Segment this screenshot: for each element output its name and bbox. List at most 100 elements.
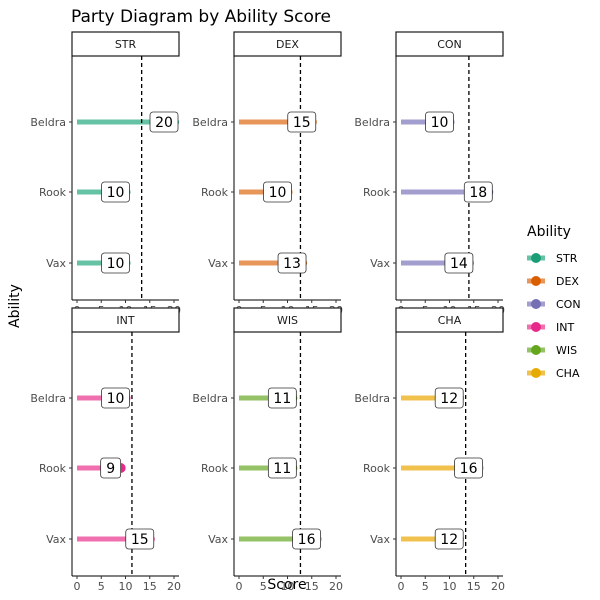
data-label-box xyxy=(444,252,474,274)
x-tick-label: 5 xyxy=(98,580,105,593)
facet-strip xyxy=(71,307,180,333)
facet-strip xyxy=(395,307,504,333)
x-tick-label: 20 xyxy=(491,580,505,593)
data-label: 15 xyxy=(131,532,149,548)
y-tick-label: Vax xyxy=(208,533,228,546)
data-label-box xyxy=(434,387,464,409)
y-tick-label: Vax xyxy=(46,257,66,270)
legend-entry-int: INT xyxy=(527,321,574,334)
data-label: 16 xyxy=(460,461,478,477)
y-tick-label: Vax xyxy=(370,257,390,270)
data-label-box xyxy=(454,457,483,479)
legend-swatch-point xyxy=(531,345,541,355)
y-tick-label: Beldra xyxy=(354,116,390,129)
legend: Ability STR DEX CON INT WIS CHA xyxy=(527,224,581,380)
x-tick-label: 15 xyxy=(305,580,319,593)
facet-strip xyxy=(71,31,180,57)
data-label: 12 xyxy=(440,532,458,548)
y-tick-label: Vax xyxy=(46,533,66,546)
data-label: 10 xyxy=(431,115,449,131)
data-label: 10 xyxy=(107,391,125,407)
x-tick-label: 0 xyxy=(236,580,243,593)
legend-label: CHA xyxy=(556,367,580,380)
data-label-box xyxy=(100,457,122,479)
facet-strip-label: DEX xyxy=(276,38,299,51)
facet-strip-label: CHA xyxy=(438,314,462,327)
legend-label: INT xyxy=(556,321,574,334)
facet-panels: STR Beldra Rook Vax 0 5 10 15 20 20 10 10 DEX Beldra R… xyxy=(30,31,505,593)
legend-entry-con: CON xyxy=(527,298,581,311)
y-tick-label: Beldra xyxy=(354,392,390,405)
legend-swatch-point xyxy=(531,322,541,332)
data-label-box xyxy=(277,252,307,274)
data-label: 9 xyxy=(106,461,115,477)
data-label-box xyxy=(434,528,464,550)
x-tick-label: 10 xyxy=(281,580,295,593)
y-tick-label: Vax xyxy=(208,257,228,270)
x-tick-label: 5 xyxy=(422,580,429,593)
x-tick-label: 20 xyxy=(329,580,343,593)
facet-str: STRBeldraRookVax05101520201010 xyxy=(30,31,181,317)
facet-strip-label: CON xyxy=(437,38,462,51)
facet-dex: DEXBeldraRookVax05101520151013 xyxy=(192,31,343,317)
data-label: 11 xyxy=(273,461,291,477)
legend-label: DEX xyxy=(556,275,579,288)
facet-strip xyxy=(233,31,342,57)
facet-con: CONBeldraRookVax05101520101814 xyxy=(354,31,505,317)
data-label-box xyxy=(292,528,321,550)
facet-strip xyxy=(395,31,504,57)
data-label: 11 xyxy=(273,391,291,407)
data-label-box xyxy=(101,252,130,274)
legend-swatch-point xyxy=(531,276,541,286)
facet-int: INT Beldra Rook Vax 0 5 10 15 20 10 9 15 xyxy=(30,307,181,593)
data-label: 18 xyxy=(469,185,487,201)
y-tick-label: Rook xyxy=(39,462,67,475)
y-tick-label: Beldra xyxy=(30,116,66,129)
data-label-box xyxy=(263,181,292,203)
legend-title: Ability xyxy=(527,224,571,240)
data-label: 15 xyxy=(293,115,311,131)
legend-label: WIS xyxy=(556,344,577,357)
x-tick-label: 0 xyxy=(74,580,81,593)
data-label-box xyxy=(101,387,130,409)
legend-entry-wis: WIS xyxy=(527,344,577,357)
facet-strip-label: WIS xyxy=(277,314,298,327)
facet-cha: CHA Beldra Rook Vax 0 5 10 15 20 12 16 12 xyxy=(354,307,505,593)
x-tick-label: 10 xyxy=(443,580,457,593)
x-tick-label: 15 xyxy=(467,580,481,593)
x-tick-label: 0 xyxy=(398,580,405,593)
x-tick-label: 20 xyxy=(167,580,181,593)
data-label: 14 xyxy=(450,256,468,272)
legend-entry-dex: DEX xyxy=(527,275,579,288)
legend-entry-str: STR xyxy=(527,252,578,265)
data-label: 12 xyxy=(440,391,458,407)
data-label: 10 xyxy=(107,256,125,272)
data-label-box xyxy=(267,387,297,409)
data-label-box xyxy=(125,528,155,550)
x-tick-label: 10 xyxy=(119,580,133,593)
y-tick-label: Rook xyxy=(363,462,391,475)
data-label-box xyxy=(287,111,317,133)
legend-label: STR xyxy=(556,252,578,265)
y-tick-label: Vax xyxy=(370,533,390,546)
facet-wis: WIS Beldra Rook Vax 0 5 10 15 20 11 11 16 xyxy=(192,307,343,593)
facet-strip-label: INT xyxy=(116,314,134,327)
chart-title: Party Diagram by Ability Score xyxy=(71,7,331,27)
facet-strip-label: STR xyxy=(115,38,137,51)
y-tick-label: Beldra xyxy=(192,116,228,129)
y-tick-label: Rook xyxy=(39,186,67,199)
legend-entry-cha: CHA xyxy=(527,367,580,380)
data-label: 10 xyxy=(107,185,125,201)
x-axis-title: Score xyxy=(267,577,306,593)
data-label-box xyxy=(101,181,130,203)
y-tick-label: Rook xyxy=(201,186,229,199)
legend-swatch-point xyxy=(531,368,541,378)
y-tick-label: Rook xyxy=(363,186,391,199)
data-label-box xyxy=(149,111,179,133)
data-label-box xyxy=(463,181,493,203)
facet-strip xyxy=(233,307,342,333)
y-tick-label: Beldra xyxy=(192,392,228,405)
x-tick-label: 5 xyxy=(260,580,267,593)
data-label: 10 xyxy=(269,185,287,201)
